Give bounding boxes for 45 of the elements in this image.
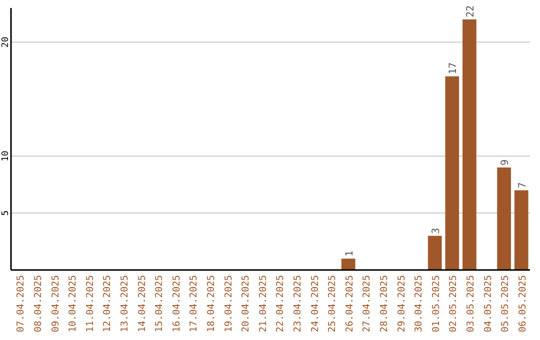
x-tick-label: 03.05.2025 (465, 275, 476, 332)
x-tick-label: 13.04.2025 (119, 275, 130, 332)
x-tick-label: 20.04.2025 (240, 275, 252, 332)
x-tick-label: 29.04.2025 (396, 275, 408, 332)
data-label: 3 (430, 228, 442, 234)
x-tick-label: 14.04.2025 (136, 275, 148, 332)
x-tick-label: 30.04.2025 (414, 275, 425, 332)
x-tick-label: 16.04.2025 (171, 275, 182, 332)
x-tick-label: 04.05.2025 (482, 275, 494, 332)
x-tick-label: 06.05.2025 (517, 275, 528, 332)
bar (514, 190, 528, 270)
x-tick-label: 12.04.2025 (102, 275, 114, 332)
bar (497, 167, 511, 270)
x-tick-label: 25.04.2025 (327, 275, 338, 332)
x-tick-label: 02.05.2025 (448, 275, 460, 332)
x-tick-label: 24.04.2025 (310, 275, 321, 332)
x-tick-label: 19.04.2025 (223, 275, 234, 332)
x-tick-label: 18.04.2025 (206, 275, 217, 332)
bar (341, 258, 356, 270)
x-tick-label: 27.04.2025 (362, 275, 373, 332)
x-tick-label: 23.04.2025 (292, 275, 304, 332)
bar (428, 236, 442, 270)
y-tick-label: 5 (1, 210, 11, 216)
data-label: 17 (448, 62, 460, 74)
data-label: 7 (517, 182, 528, 188)
x-tick-label: 10.04.2025 (68, 275, 79, 332)
x-tick-label: 22.04.2025 (275, 275, 286, 332)
x-tick-label: 15.04.2025 (154, 275, 166, 332)
x-tick-label: 28.04.2025 (378, 275, 390, 332)
data-label: 9 (500, 159, 512, 166)
x-tick-label: 08.04.2025 (32, 275, 44, 332)
x-tick-label: 17.04.2025 (188, 275, 200, 332)
bar (445, 76, 460, 270)
y-tick-label: 10 (1, 150, 11, 162)
x-tick-label: 07.04.2025 (16, 275, 27, 332)
data-label: 1 (344, 250, 356, 257)
x-tick-label: 01.05.2025 (430, 275, 442, 332)
x-tick-label: 26.04.2025 (344, 275, 356, 332)
bar (462, 19, 476, 270)
x-tick-label: 05.05.2025 (500, 275, 512, 332)
data-label: 22 (465, 5, 476, 18)
x-tick-label: 21.04.2025 (258, 275, 269, 332)
x-tick-label: 11.04.2025 (84, 275, 96, 332)
x-tick-label: 09.04.2025 (50, 275, 62, 332)
y-tick-label: 20 (1, 36, 11, 48)
